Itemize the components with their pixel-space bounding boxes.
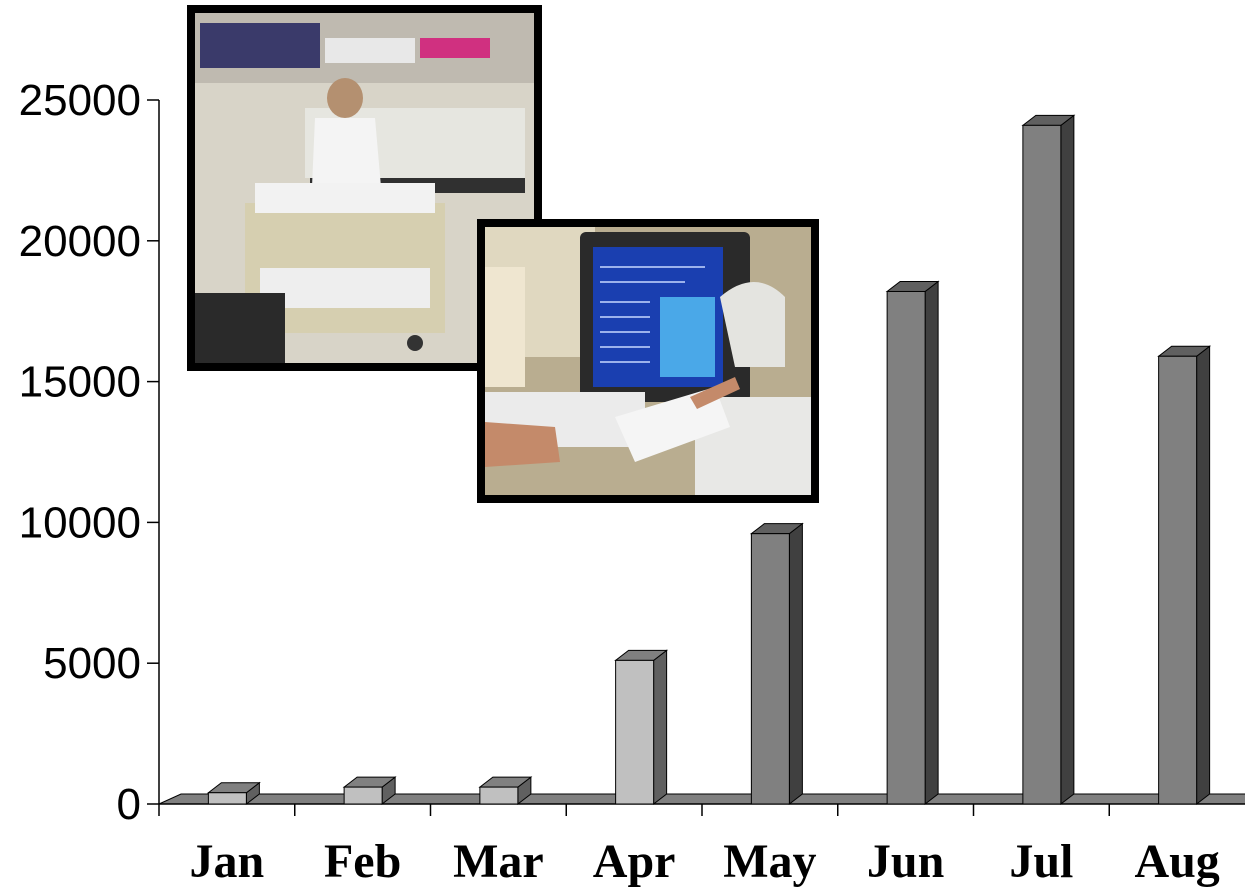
bar-side xyxy=(924,280,939,806)
bar-face xyxy=(479,786,519,805)
y-tick-label: 0 xyxy=(117,780,141,829)
bar-jun xyxy=(885,280,940,806)
x-tick-label: May xyxy=(723,835,816,887)
bar-face xyxy=(1158,355,1198,805)
bar-jul xyxy=(1021,114,1076,806)
bar-side xyxy=(1196,345,1211,806)
lab-shelves-photo xyxy=(187,5,542,371)
bar-aug xyxy=(1157,345,1212,806)
x-tick-label: Mar xyxy=(453,835,544,887)
floor-plane xyxy=(158,793,1245,805)
y-axis-ticks: 0 5000 10000 15000 20000 25000 xyxy=(19,76,159,829)
x-tick-label: Jan xyxy=(190,835,265,887)
bar-face xyxy=(1022,124,1062,805)
computer-scanner-photo xyxy=(477,219,819,503)
bar-apr xyxy=(614,649,669,806)
y-tick-label: 10000 xyxy=(19,498,141,547)
y-tick-label: 25000 xyxy=(19,76,141,125)
bar-mar xyxy=(478,776,533,806)
x-tick-label: Aug xyxy=(1134,835,1219,887)
bar-side xyxy=(788,522,803,806)
x-tick-label: Jul xyxy=(1009,835,1073,887)
x-tick-label: Jun xyxy=(867,835,944,887)
bar-face xyxy=(750,533,790,805)
x-axis-ticks: Jan Feb Mar Apr May Jun Jul Aug xyxy=(190,804,1220,887)
computer-photo-illustration xyxy=(485,227,811,495)
x-tick-label: Apr xyxy=(593,835,676,887)
bar-face xyxy=(207,792,247,805)
bar-jan xyxy=(206,781,261,806)
lab-photo-illustration xyxy=(195,13,534,363)
bar-side xyxy=(1060,114,1075,806)
bar-feb xyxy=(342,776,397,806)
y-tick-label: 5000 xyxy=(43,639,141,688)
bar-face xyxy=(343,786,383,805)
bar-face xyxy=(886,290,926,805)
bar-side xyxy=(653,649,668,806)
chart-floor xyxy=(158,793,1245,805)
y-tick-label: 20000 xyxy=(19,217,141,266)
bars xyxy=(206,114,1212,806)
x-tick-label: Feb xyxy=(324,835,401,887)
y-tick-label: 15000 xyxy=(19,358,141,407)
bar-face xyxy=(615,659,655,805)
bar-may xyxy=(749,522,804,806)
